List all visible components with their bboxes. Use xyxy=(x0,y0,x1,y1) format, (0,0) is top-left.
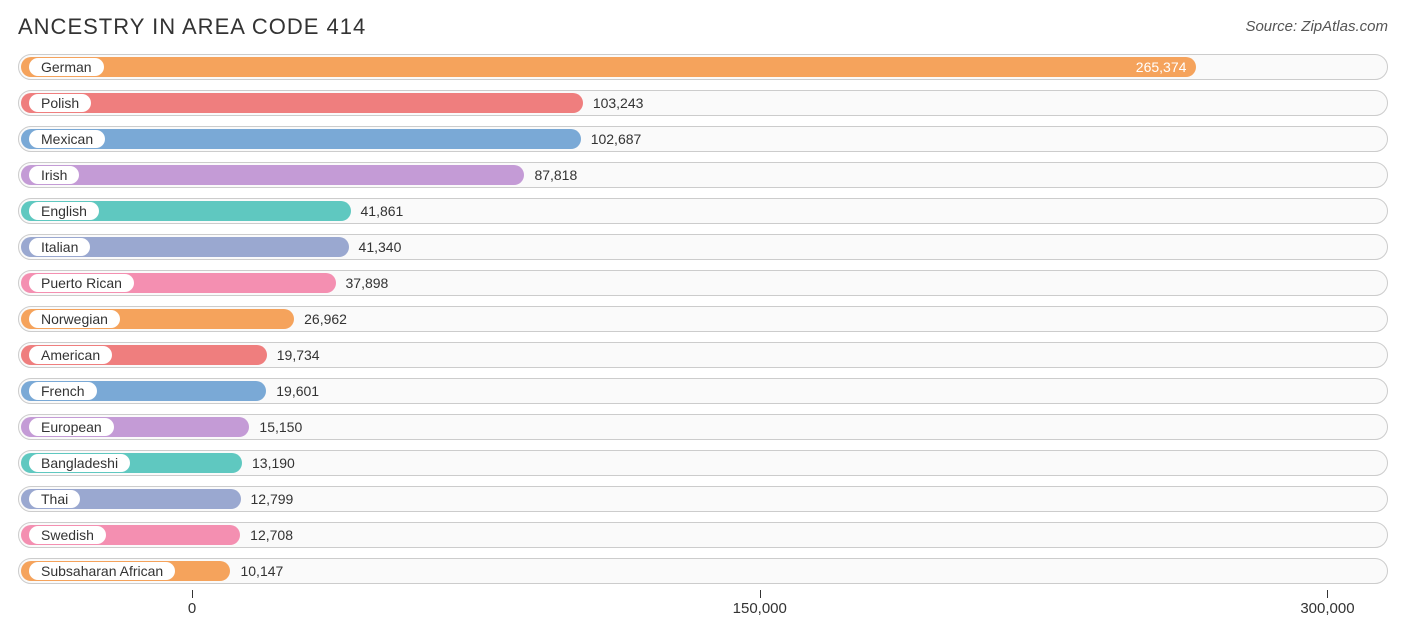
bar-value: 12,708 xyxy=(250,522,293,548)
bar-fill xyxy=(29,57,1196,77)
bar-fill xyxy=(29,165,524,185)
bar-row: Subsaharan African 10,147 xyxy=(18,558,1388,584)
x-axis: 0 150,000 300,000 xyxy=(18,590,1388,620)
bar-value: 103,243 xyxy=(593,90,644,116)
bar-value: 37,898 xyxy=(346,270,389,296)
bar-label-pill: Subsaharan African xyxy=(29,562,175,580)
bar-label-pill: Thai xyxy=(29,490,80,508)
bar-row: French 19,601 xyxy=(18,378,1388,404)
bar-row: Thai 12,799 xyxy=(18,486,1388,512)
bar-row: Italian 41,340 xyxy=(18,234,1388,260)
x-tick-label: 300,000 xyxy=(1300,600,1354,617)
bar-value: 13,190 xyxy=(252,450,295,476)
x-tick-label: 150,000 xyxy=(733,600,787,617)
bar-label-pill: Mexican xyxy=(29,130,105,148)
bar-row: Norwegian 26,962 xyxy=(18,306,1388,332)
bar-value: 19,734 xyxy=(277,342,320,368)
bar-row: American 19,734 xyxy=(18,342,1388,368)
bar-row: Swedish 12,708 xyxy=(18,522,1388,548)
bar-fill xyxy=(29,93,583,113)
bar-row: Bangladeshi 13,190 xyxy=(18,450,1388,476)
bar-value: 41,340 xyxy=(359,234,402,260)
bar-row: Polish 103,243 xyxy=(18,90,1388,116)
x-tick xyxy=(1327,590,1328,598)
bar-fill xyxy=(29,129,581,149)
bar-label-pill: Italian xyxy=(29,238,90,256)
bar-label-pill: European xyxy=(29,418,114,436)
bar-row: European 15,150 xyxy=(18,414,1388,440)
bar-label-pill: American xyxy=(29,346,112,364)
bar-value: 87,818 xyxy=(534,162,577,188)
chart-title: ANCESTRY IN AREA CODE 414 xyxy=(18,14,366,40)
bar-label-pill: Polish xyxy=(29,94,91,112)
bar-label-pill: Irish xyxy=(29,166,79,184)
bar-label-pill: German xyxy=(29,58,104,76)
bar-row: German 265,374 xyxy=(18,54,1388,80)
bar-value: 10,147 xyxy=(240,558,283,584)
bar-label-pill: Puerto Rican xyxy=(29,274,134,292)
bar-row: Mexican 102,687 xyxy=(18,126,1388,152)
bar-value: 41,861 xyxy=(361,198,404,224)
bar-value: 102,687 xyxy=(591,126,642,152)
bar-row: English 41,861 xyxy=(18,198,1388,224)
bar-chart: German 265,374 Polish 103,243 Mexican 102,687… xyxy=(18,54,1388,584)
bar-row: Irish 87,818 xyxy=(18,162,1388,188)
header: ANCESTRY IN AREA CODE 414 Source: ZipAtl… xyxy=(18,14,1388,40)
bar-label-pill: French xyxy=(29,382,97,400)
bar-value: 12,799 xyxy=(251,486,294,512)
x-tick xyxy=(760,590,761,598)
x-tick-label: 0 xyxy=(188,600,196,617)
source-label: Source: ZipAtlas.com xyxy=(1245,14,1388,35)
bar-label-pill: Norwegian xyxy=(29,310,120,328)
bar-value: 265,374 xyxy=(1136,54,1187,80)
bar-value: 19,601 xyxy=(276,378,319,404)
x-tick xyxy=(192,590,193,598)
bar-label-pill: Swedish xyxy=(29,526,106,544)
bar-value: 26,962 xyxy=(304,306,347,332)
bar-label-pill: English xyxy=(29,202,99,220)
bar-label-pill: Bangladeshi xyxy=(29,454,130,472)
bar-value: 15,150 xyxy=(259,414,302,440)
bar-row: Puerto Rican 37,898 xyxy=(18,270,1388,296)
